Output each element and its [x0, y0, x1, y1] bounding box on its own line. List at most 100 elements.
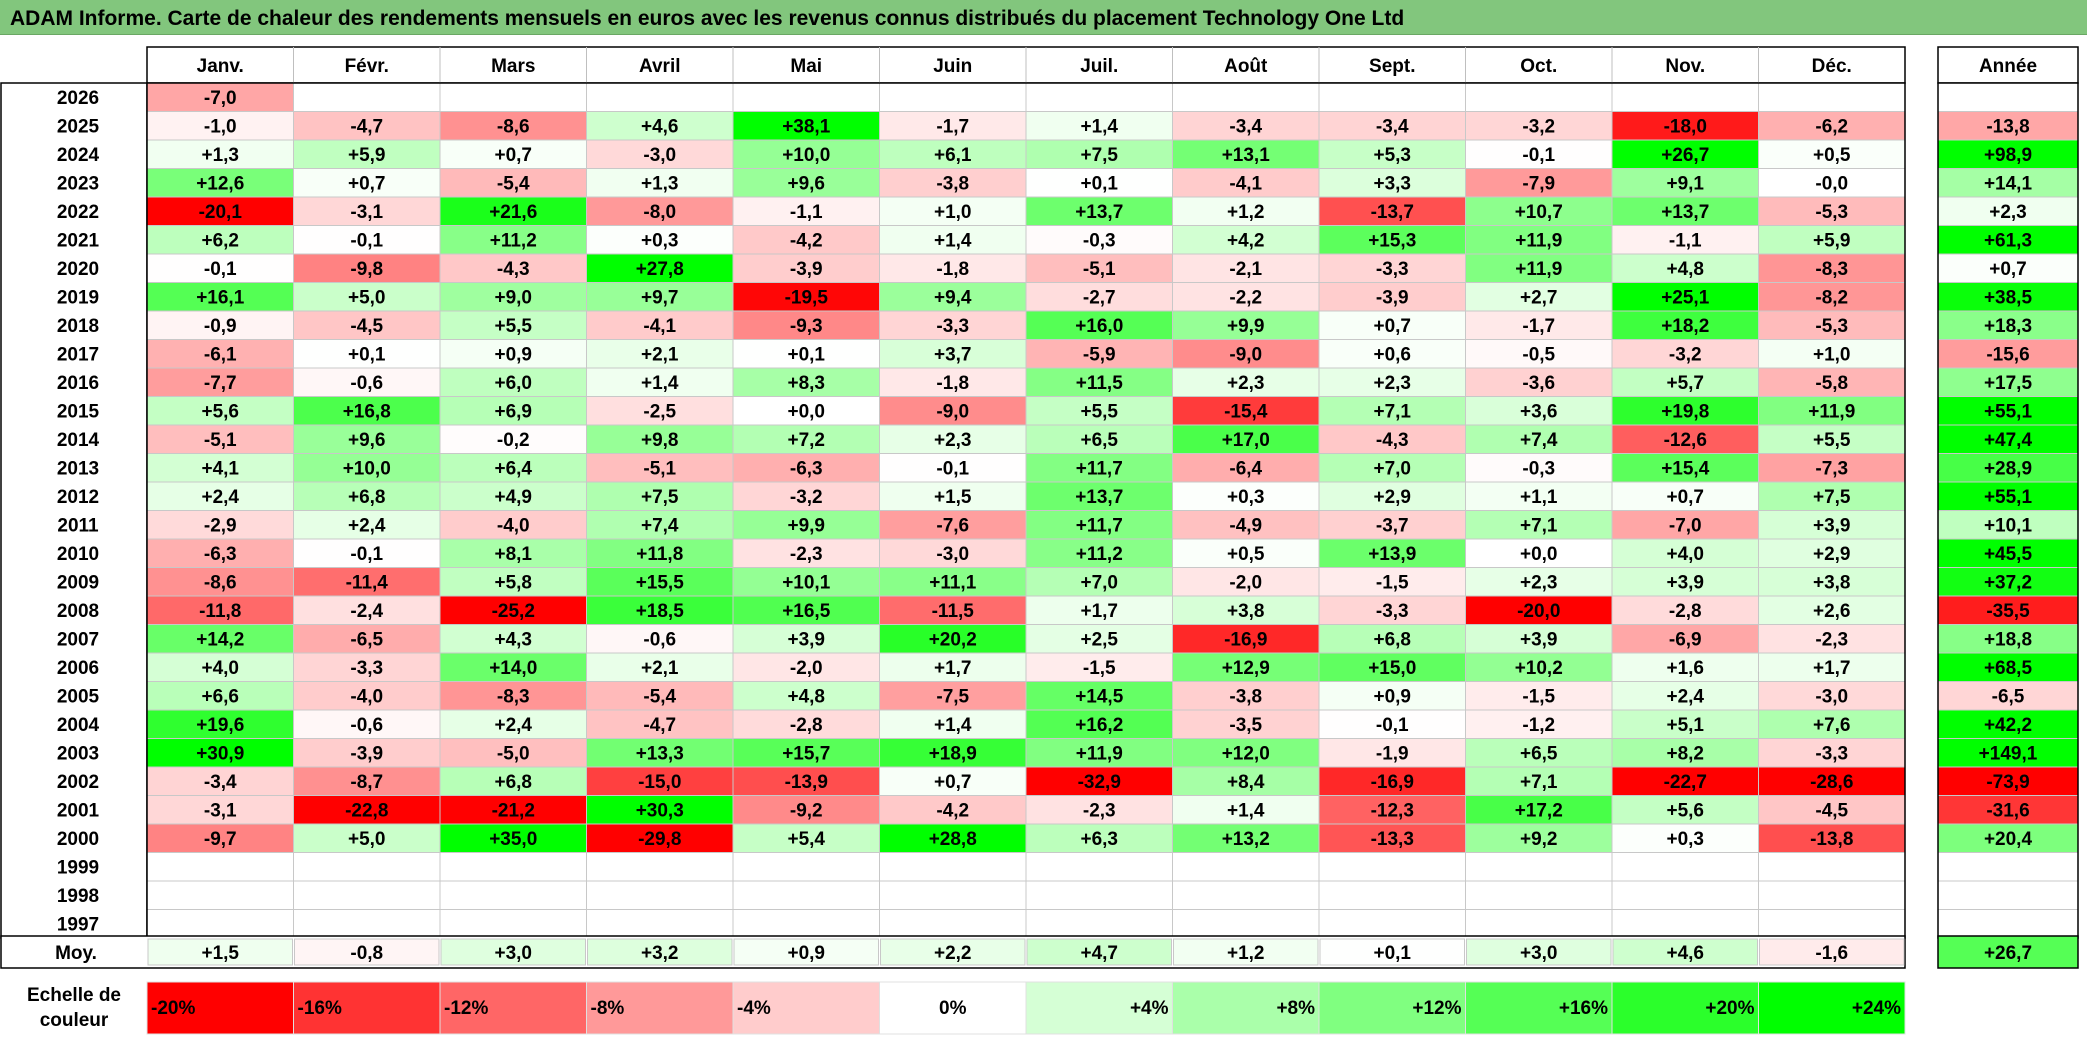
- heatmap-cell: [1318, 909, 1466, 939]
- cell-value: +2,9: [1373, 487, 1411, 508]
- cell-value: -3,3: [350, 658, 383, 679]
- year-label-2002: 2002: [57, 772, 99, 793]
- cell-value: +4,0: [201, 658, 239, 679]
- heatmap-cell: [879, 168, 1027, 198]
- heatmap-cell: [586, 624, 734, 654]
- cell-value: -16,9: [1371, 772, 1414, 793]
- average-value: +3,0: [1520, 943, 1558, 964]
- heatmap-cell: [1465, 253, 1613, 283]
- heatmap-cell: [1465, 481, 1613, 511]
- heatmap-cell: [1758, 880, 1906, 910]
- cell-value: +7,4: [1520, 430, 1558, 451]
- cell-value: -13,9: [785, 772, 828, 793]
- cell-value: -8,7: [350, 772, 383, 793]
- cell-value: +2,3: [1373, 373, 1411, 394]
- cell-value: +6,9: [494, 402, 532, 423]
- heatmap-cell: [439, 82, 587, 112]
- heatmap-cell: [1025, 453, 1173, 483]
- scale-swatch: [439, 981, 587, 1035]
- heatmap-cell: [732, 510, 880, 540]
- heatmap-cell: [879, 481, 1027, 511]
- heatmap-cell: [732, 225, 880, 255]
- cell-value: +13,7: [1661, 202, 1709, 223]
- cell-value: +10,2: [1515, 658, 1563, 679]
- cell-value: -4,2: [790, 231, 823, 252]
- cell-value: +9,6: [787, 174, 825, 195]
- cell-value: +2,6: [1813, 601, 1851, 622]
- heatmap-cell: [439, 310, 587, 340]
- heatmap-cell: [1025, 282, 1173, 312]
- heatmap-cell: [146, 595, 294, 625]
- annual-value: -13,8: [1986, 117, 2029, 138]
- heatmap-cell: [879, 396, 1027, 426]
- heatmap-cell: [293, 909, 441, 939]
- scale-label: -8%: [591, 998, 625, 1019]
- average-cell: [587, 938, 733, 966]
- heatmap-cell: [1318, 282, 1466, 312]
- cell-value: -5,9: [1083, 345, 1116, 366]
- heatmap-cell: [293, 681, 441, 711]
- heatmap-cell: [439, 681, 587, 711]
- heatmap-cell: [439, 766, 587, 796]
- heatmap-cell: [439, 139, 587, 169]
- month-header-4: Mai: [790, 56, 822, 77]
- heatmap-cell: [293, 196, 441, 226]
- heatmap-cell: [1025, 538, 1173, 568]
- cell-value: +11,8: [636, 544, 683, 565]
- cell-value: +3,6: [1520, 402, 1558, 423]
- heatmap-cell: [1611, 282, 1759, 312]
- cell-value: -3,4: [204, 772, 237, 793]
- annual-value: +14,1: [1984, 174, 2033, 195]
- cell-value: -3,2: [790, 487, 823, 508]
- cell-value: +5,5: [1813, 430, 1851, 451]
- heatmap-cell: [146, 567, 294, 597]
- cell-value: +5,4: [787, 829, 825, 850]
- cell-value: -25,2: [492, 601, 535, 622]
- heatmap-cell: [293, 852, 441, 882]
- cell-value: +11,2: [1076, 544, 1123, 565]
- heatmap-cell: [1611, 453, 1759, 483]
- annual-value: +98,9: [1984, 145, 2032, 166]
- cell-value: +8,4: [1227, 772, 1265, 793]
- cell-value: -1,2: [1522, 715, 1555, 736]
- heatmap-cell: [1611, 909, 1759, 939]
- cell-value: -11,8: [199, 601, 241, 622]
- cell-value: +7,1: [1373, 402, 1411, 423]
- heatmap-cell: [586, 339, 734, 369]
- heatmap-cell: [439, 823, 587, 853]
- month-header-11: Déc.: [1812, 56, 1852, 77]
- annual-value: -35,5: [1986, 601, 2030, 622]
- cell-value: +13,3: [636, 744, 684, 765]
- cell-value: -7,7: [204, 373, 237, 394]
- average-cell: [1759, 938, 1905, 966]
- year-label-1997: 1997: [57, 915, 99, 936]
- cell-value: -7,0: [1669, 516, 1702, 537]
- cell-value: -5,1: [204, 430, 237, 451]
- cell-value: +1,3: [201, 145, 239, 166]
- cell-value: +5,6: [1666, 801, 1704, 822]
- scale-label: +16%: [1559, 998, 1608, 1019]
- heatmap-cell: [732, 168, 880, 198]
- cell-value: -5,0: [497, 744, 530, 765]
- year-label-1998: 1998: [57, 886, 99, 907]
- cell-value: +2,5: [1080, 630, 1118, 651]
- cell-value: +3,3: [1373, 174, 1411, 195]
- heatmap-cell: [293, 82, 441, 112]
- scale-swatch: [879, 981, 1027, 1035]
- heatmap-cell: [1318, 396, 1466, 426]
- heatmap-cell: [586, 282, 734, 312]
- cell-value: +9,6: [348, 430, 386, 451]
- cell-value: -0,6: [643, 630, 676, 651]
- cell-value: +5,9: [1813, 231, 1851, 252]
- heatmap-cell: [1025, 880, 1173, 910]
- heatmap-cell: [1611, 111, 1759, 141]
- cell-value: -8,6: [204, 573, 237, 594]
- heatmap-cell: [1172, 196, 1320, 226]
- cell-value: +3,8: [1813, 573, 1851, 594]
- cell-value: -4,5: [1815, 801, 1848, 822]
- heatmap-cell: [439, 624, 587, 654]
- cell-value: -4,7: [350, 117, 383, 138]
- heatmap-cell: [1318, 196, 1466, 226]
- annual-cell: [1937, 852, 2079, 882]
- heatmap-cell: [1611, 738, 1759, 768]
